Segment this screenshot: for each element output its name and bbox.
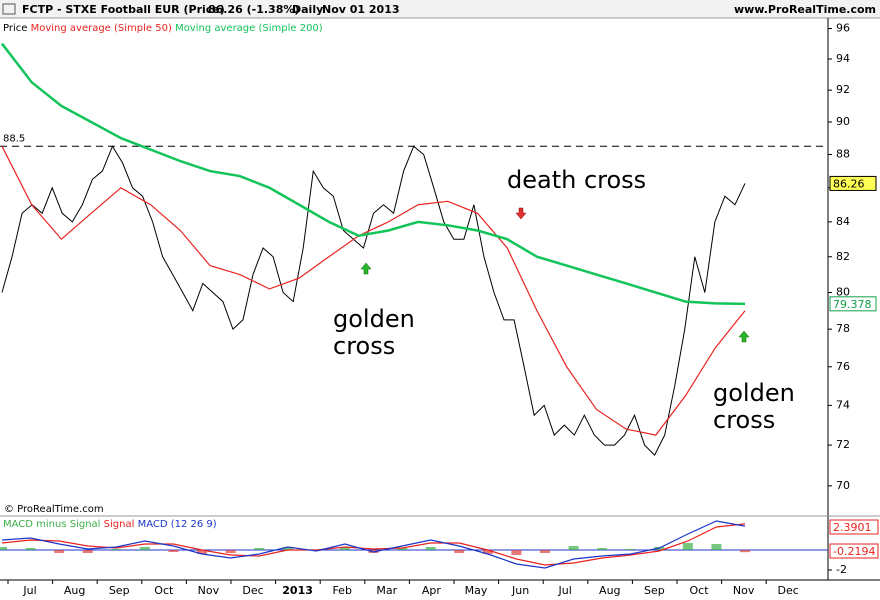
x-tick-label: Jul: [558, 584, 572, 597]
histogram-bar: [397, 548, 408, 550]
x-tick-label: Dec: [242, 584, 263, 597]
header-title: FCTP - STXE Football EUR (Price): [22, 3, 225, 16]
histogram-bar: [682, 543, 693, 550]
y-tick-label: 88: [836, 148, 850, 161]
last-value-badge: [829, 543, 879, 559]
legend-entry: MACD (12 26 9): [138, 519, 217, 530]
header-bar: [0, 0, 880, 18]
last-value-label: 79.378: [833, 298, 872, 311]
x-tick-label: Dec: [778, 584, 799, 597]
legend: MACD minus Signal Signal MACD (12 26 9): [3, 519, 217, 530]
last-value-label: 86.26: [833, 177, 865, 190]
histogram-bar: [511, 550, 522, 555]
header-icon: [2, 3, 16, 15]
legend-entry: Moving average (Simple 50): [31, 23, 172, 34]
last-value-label: 2.3901: [833, 521, 872, 534]
price-line: [1, 145, 746, 457]
moving-average: [1, 42, 746, 306]
histogram-bar: [539, 550, 550, 553]
x-tick-label: Feb: [332, 584, 351, 597]
x-tick-label: Sep: [109, 584, 130, 597]
annotation: golden cross: [713, 379, 795, 434]
last-value-badge: [829, 296, 877, 312]
last-value-badge: [829, 175, 877, 191]
histogram-bar: [482, 550, 493, 554]
y-tick-label: 94: [836, 52, 850, 65]
x-tick-label: Mar: [376, 584, 397, 597]
histogram-bar: [25, 548, 36, 550]
x-tick-label: Aug: [599, 584, 620, 597]
histogram-bar: [0, 547, 7, 550]
legend-entry: MACD minus Signal: [3, 519, 100, 530]
x-tick-label: Nov: [733, 584, 755, 597]
moving-average: [1, 146, 746, 436]
histogram-bar: [568, 546, 579, 550]
histogram-bar: [454, 550, 465, 553]
up-arrow: [360, 262, 372, 275]
y-tick-label: 96: [836, 22, 850, 35]
y-tick-label: 90: [836, 115, 850, 128]
y-tick-label: 72: [836, 438, 850, 451]
histogram-bar: [625, 549, 636, 550]
histogram-bar: [339, 547, 350, 550]
histogram-bar: [425, 547, 436, 550]
x-tick-label: Nov: [198, 584, 220, 597]
header-quote: 86.26 (-1.38%): [208, 3, 299, 16]
up-arrow: [738, 330, 750, 343]
x-tick-label: Apr: [422, 584, 442, 597]
legend-entry: Moving average (Simple 200): [175, 23, 323, 34]
histogram-bar: [282, 547, 293, 550]
x-tick-label: May: [465, 584, 488, 597]
header-site: www.ProRealTime.com: [734, 3, 876, 16]
x-tick-label: Oct: [689, 584, 709, 597]
reference-label: 88.5: [3, 133, 25, 144]
histogram-bar: [111, 549, 122, 550]
histogram-bar: [711, 544, 722, 550]
last-value-badge: [829, 519, 879, 535]
histogram-bar: [254, 548, 265, 550]
header-date: Nov 01 2013: [322, 3, 400, 16]
y-tick-label: 82: [836, 250, 850, 263]
histogram-bar: [197, 550, 208, 554]
x-tick-label: Sep: [644, 584, 665, 597]
annotation: golden cross: [333, 305, 415, 360]
macd-line: [1, 520, 746, 569]
histogram-bar: [54, 550, 65, 553]
histogram-bar: [139, 547, 150, 550]
last-value-label: -0.2194: [833, 545, 875, 558]
y-tick-label: 84: [836, 215, 850, 228]
legend: Price Moving average (Simple 50) Moving …: [3, 23, 323, 34]
y-tick-label: 92: [836, 83, 850, 96]
x-tick-label: 2013: [282, 584, 313, 597]
x-tick-label: Aug: [64, 584, 85, 597]
y-tick-label: 70: [836, 479, 850, 492]
y-tick-label: 74: [836, 398, 850, 411]
legend-entry: Signal: [104, 519, 135, 530]
y-tick-label: -2: [836, 563, 847, 576]
x-tick-label: Jun: [511, 584, 529, 597]
histogram-bar: [597, 548, 608, 550]
x-tick-label: Oct: [154, 584, 174, 597]
histogram-bar: [225, 550, 236, 553]
legend-entry: Price: [3, 23, 27, 34]
y-tick-label: 78: [836, 322, 850, 335]
y-tick-label: 76: [836, 360, 850, 373]
down-arrow: [515, 207, 527, 220]
macd-line: [1, 523, 746, 566]
copyright: © ProRealTime.com: [4, 504, 104, 515]
annotation: death cross: [507, 166, 647, 194]
header-period: Daily: [292, 3, 323, 16]
x-tick-label: Jul: [22, 584, 36, 597]
y-tick-label: 80: [836, 286, 850, 299]
histogram-bar: [168, 550, 179, 552]
histogram-bar: [82, 550, 93, 553]
histogram-bar: [740, 550, 750, 553]
